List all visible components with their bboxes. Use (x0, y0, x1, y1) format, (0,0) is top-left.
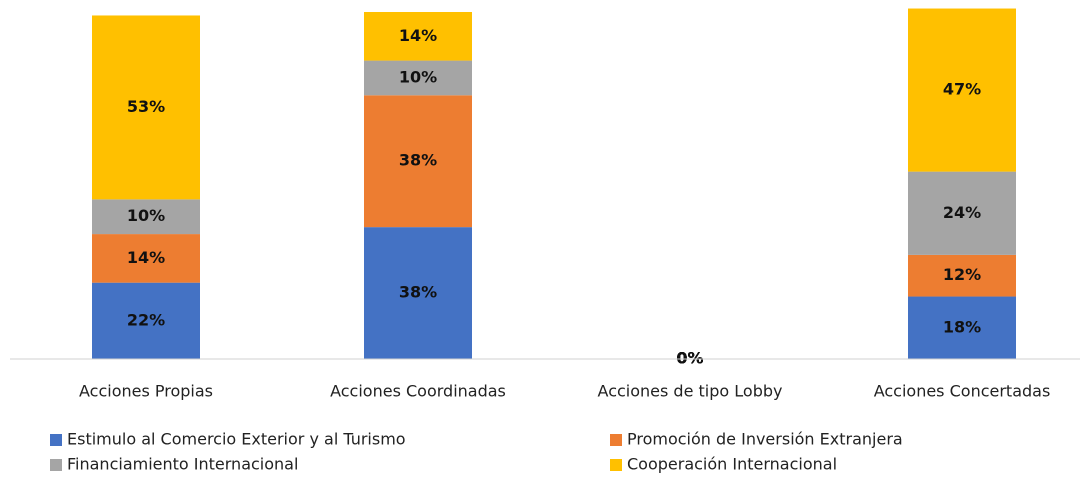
bar-segment (92, 199, 200, 235)
data-label: 10% (127, 206, 165, 225)
bar-segment (908, 296, 1016, 359)
data-label: 22% (127, 310, 165, 329)
legend-swatch (50, 434, 62, 446)
bar-segment (908, 254, 1016, 297)
bar-segment (908, 171, 1016, 255)
data-label: 0% (676, 349, 703, 368)
legend-label: Financiamiento Internacional (67, 455, 298, 474)
data-label: 10% (399, 67, 437, 86)
data-label: 38% (399, 151, 437, 170)
data-label: 0% (676, 349, 703, 368)
legend-label: Cooperación Internacional (627, 455, 837, 474)
bar-segment (364, 60, 472, 96)
bar-segment (364, 227, 472, 359)
data-label: 47% (943, 80, 981, 99)
legend-label: Promoción de Inversión Extranjera (627, 430, 903, 449)
bar-segment (92, 234, 200, 283)
data-label: 14% (127, 248, 165, 267)
data-label: 24% (943, 203, 981, 222)
data-label: 0% (676, 349, 703, 368)
legend-swatch (50, 459, 62, 471)
x-tick-label: Acciones Concertadas (874, 382, 1051, 401)
x-tick-label: Acciones Propias (79, 382, 213, 401)
x-tick-label: Acciones Coordinadas (330, 382, 506, 401)
bar-segment (908, 8, 1016, 172)
legend-label: Estimulo al Comercio Exterior y al Turis… (67, 430, 406, 449)
legend-swatch (610, 434, 622, 446)
bar-segment (92, 15, 200, 200)
data-label: 53% (127, 97, 165, 116)
bar-segment (92, 282, 200, 359)
data-label: 38% (399, 283, 437, 302)
x-tick-label: Acciones de tipo Lobby (598, 382, 783, 401)
legend-swatch (610, 459, 622, 471)
bar-segment (364, 95, 472, 228)
data-label: 14% (399, 26, 437, 45)
bar-segment (364, 12, 472, 61)
data-label: 18% (943, 317, 981, 336)
data-label: 12% (943, 265, 981, 284)
data-label: 0% (676, 349, 703, 368)
